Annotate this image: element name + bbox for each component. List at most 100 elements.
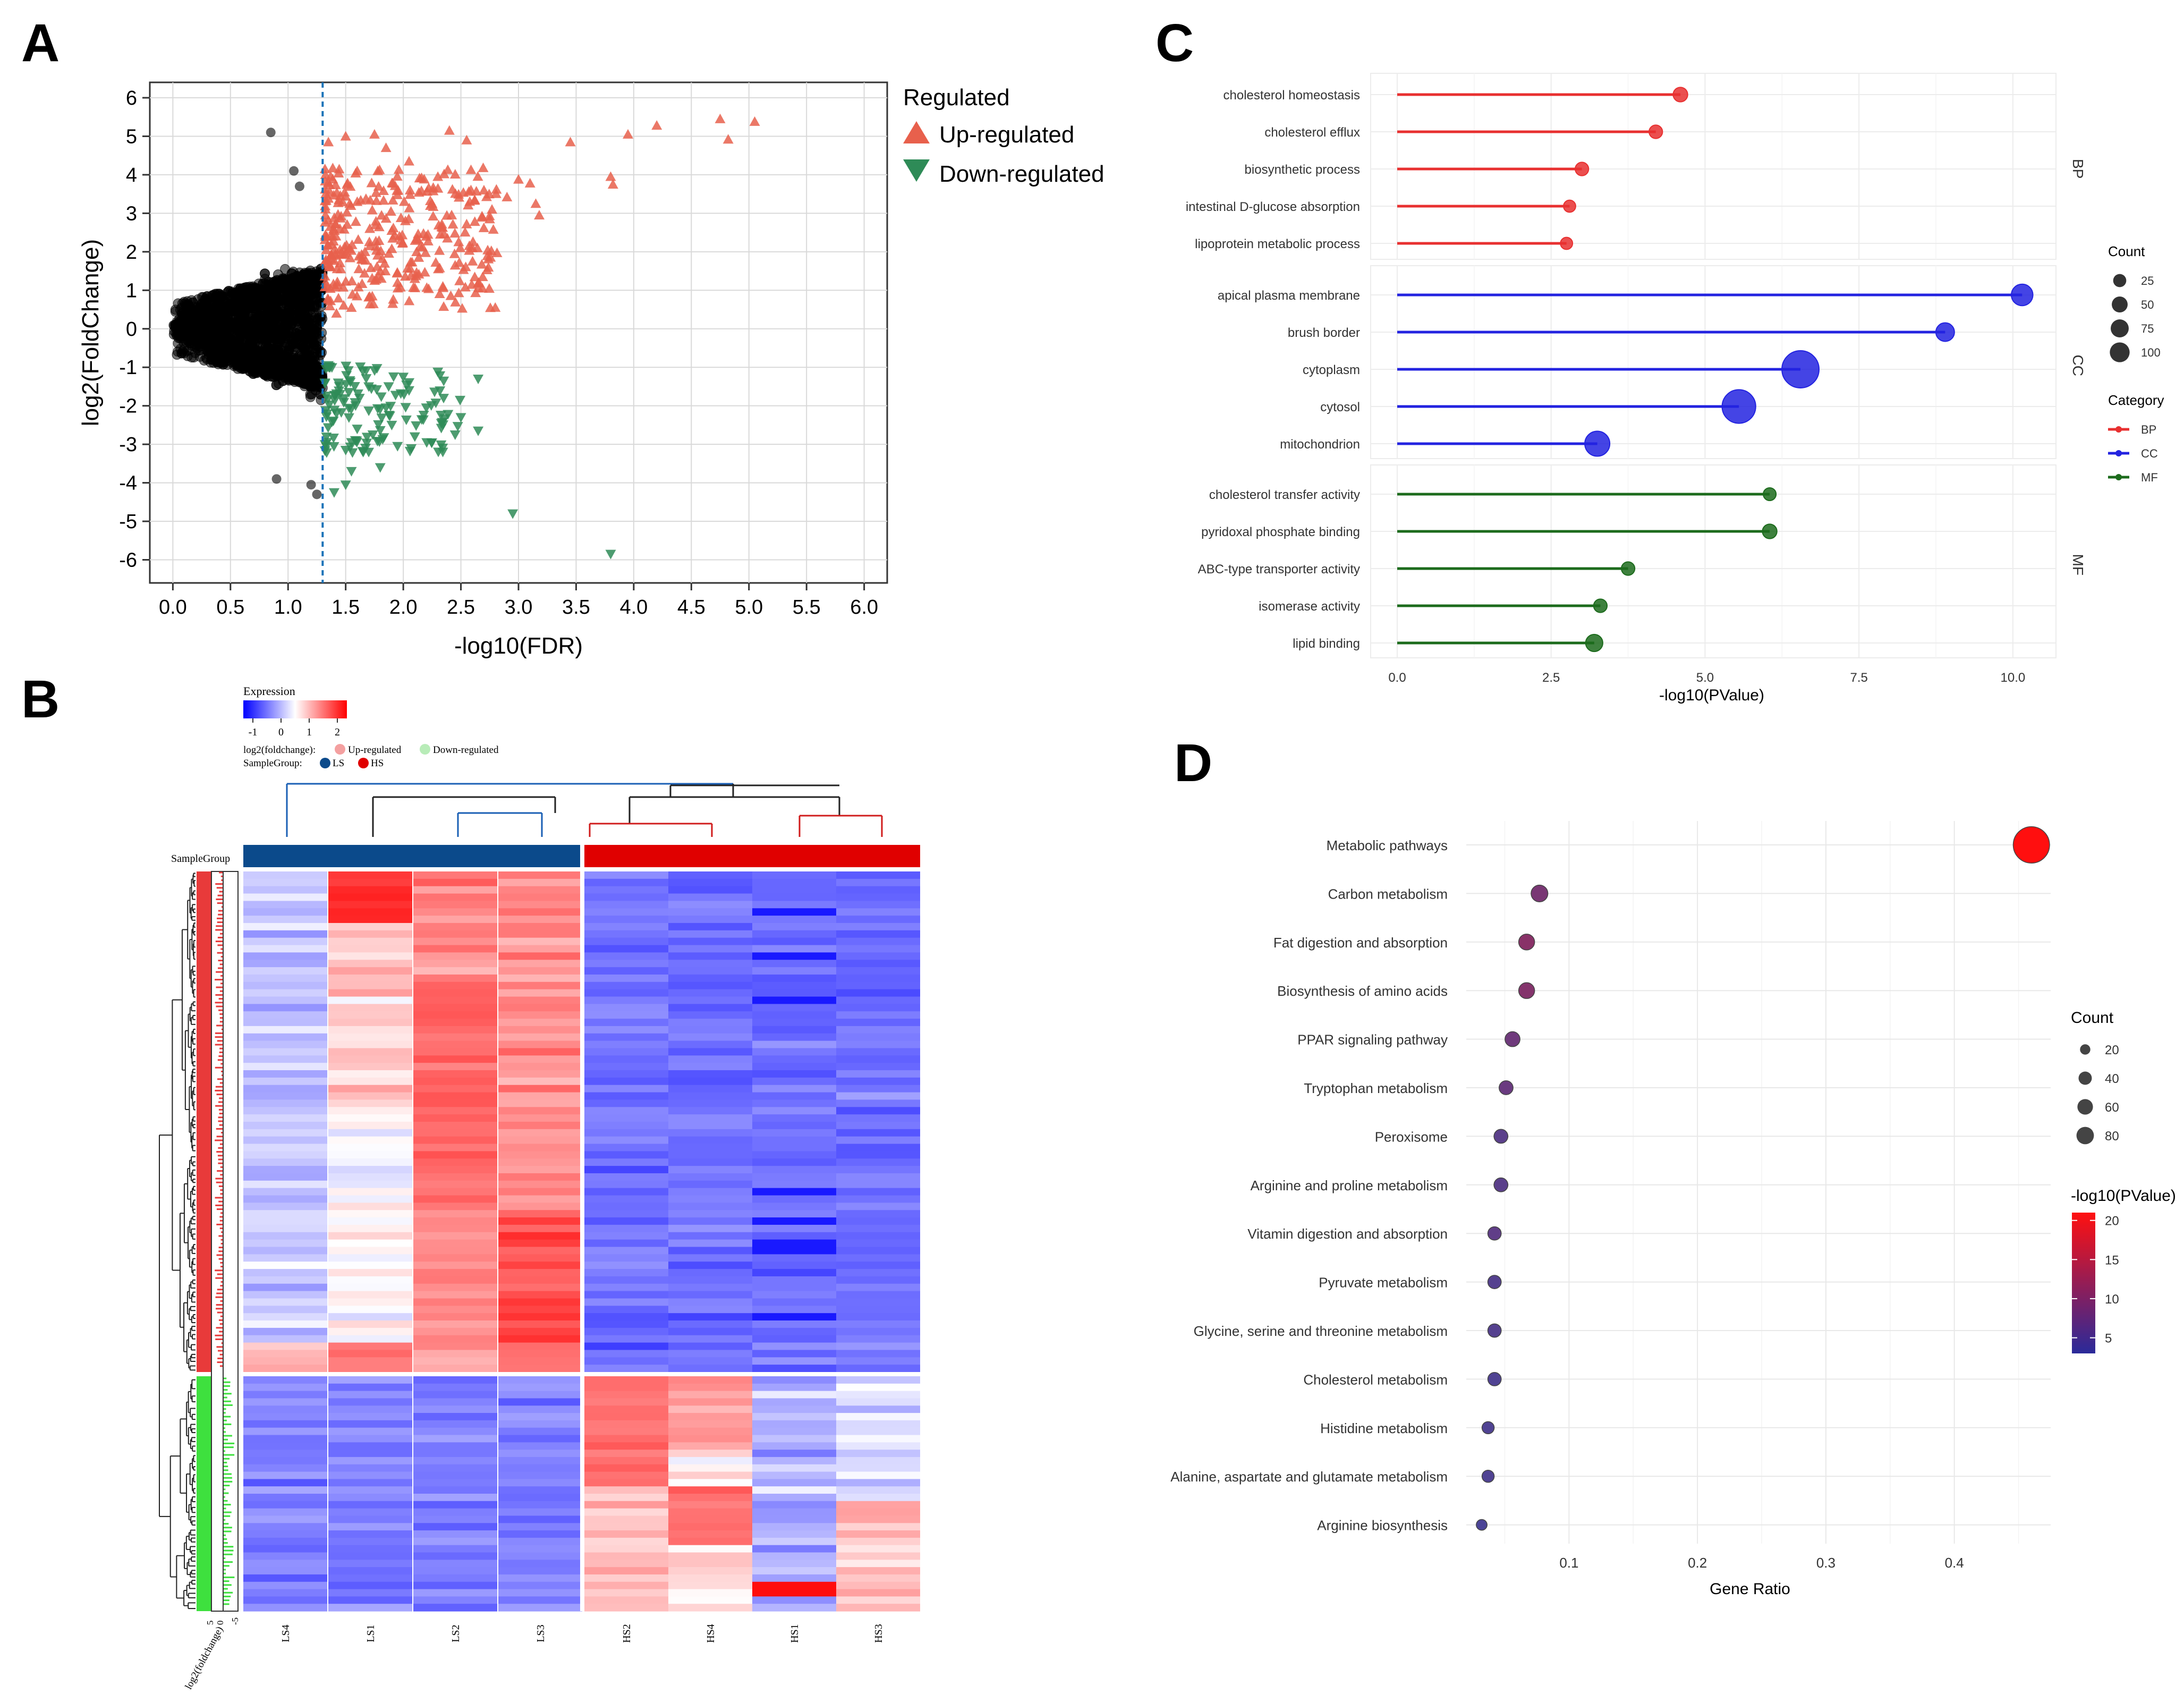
up-point xyxy=(410,282,421,292)
heatmap-cell xyxy=(328,886,412,894)
heatmap-cell xyxy=(243,1574,327,1582)
heatmap-cell xyxy=(328,1151,412,1159)
legend-ls-dot xyxy=(320,758,330,768)
up-point xyxy=(350,167,361,177)
kegg-term-label: Biosynthesis of amino acids xyxy=(1277,983,1448,999)
heatmap-cell xyxy=(498,1070,582,1078)
heatmap-cell xyxy=(752,1276,836,1284)
heatmap-cell xyxy=(498,1004,582,1012)
up-point xyxy=(341,207,352,217)
heatmap-cell xyxy=(584,901,668,909)
heatmap-cell xyxy=(752,952,836,960)
heatmap-cell xyxy=(328,1574,412,1582)
heatmap-cell xyxy=(836,916,920,924)
heatmap-cell xyxy=(752,886,836,894)
up-point xyxy=(436,218,447,228)
heatmap-cell xyxy=(243,1335,327,1343)
up-point xyxy=(415,241,426,251)
kegg-x-tick: 0.3 xyxy=(1816,1555,1835,1571)
down-point xyxy=(336,408,347,418)
heatmap-cell xyxy=(498,1413,582,1421)
heatmap-cell xyxy=(328,878,412,887)
go-lollipop-dot xyxy=(1563,199,1576,213)
heatmap-cell xyxy=(413,1574,497,1582)
heatmap-column-label: LS2 xyxy=(450,1624,462,1642)
heatmap-cell xyxy=(584,1077,668,1086)
down-point xyxy=(386,420,397,430)
heatmap-cell xyxy=(413,1283,497,1292)
down-point xyxy=(404,378,415,388)
heatmap-cell xyxy=(243,1158,327,1166)
heatmap-cell xyxy=(836,871,920,879)
up-point xyxy=(491,247,503,257)
heatmap-cell xyxy=(328,945,412,953)
heatmap-cell xyxy=(498,1327,582,1336)
heatmap-cell xyxy=(498,1239,582,1248)
heatmap-cell xyxy=(328,1210,412,1218)
heatmap-cell xyxy=(752,1357,836,1365)
heatmap-cell xyxy=(668,1004,752,1012)
heatmap-cell xyxy=(243,1560,327,1568)
heatmap-cell xyxy=(752,1180,836,1189)
heatmap-cell xyxy=(836,1269,920,1277)
up-point xyxy=(350,216,361,226)
heatmap-cell xyxy=(752,1099,836,1107)
heatmap-cell xyxy=(752,1151,836,1159)
heatmap-cell xyxy=(413,1604,497,1612)
heatmap-cell xyxy=(752,1063,836,1071)
heatmap-cell xyxy=(243,1195,327,1203)
volcano-x-tick: 1.0 xyxy=(274,596,302,619)
heatmap-cell xyxy=(752,1011,836,1019)
heatmap-column-label: HS3 xyxy=(873,1624,885,1643)
go-lollipop-dot xyxy=(1763,487,1777,502)
up-point xyxy=(483,262,494,272)
go-lollipop-dot xyxy=(1648,124,1663,139)
heatmap-cell xyxy=(752,1158,836,1166)
heatmap-cell xyxy=(836,1471,920,1479)
up-point xyxy=(386,243,397,253)
up-point xyxy=(449,169,461,179)
heatmap-cell xyxy=(498,1471,582,1479)
ns-point xyxy=(257,298,267,309)
ns-point xyxy=(287,283,298,293)
up-point xyxy=(473,277,484,287)
expression-color-scale xyxy=(243,700,347,718)
heatmap-cell xyxy=(498,1019,582,1027)
heatmap-cell xyxy=(584,1376,668,1384)
heatmap-cell xyxy=(584,1574,668,1582)
heatmap-cell xyxy=(498,1450,582,1458)
heatmap-cell xyxy=(836,1552,920,1560)
up-point xyxy=(430,257,441,267)
heatmap-cell xyxy=(752,1479,836,1487)
go-facet-label: CC xyxy=(2070,355,2086,376)
go-term-label: lipid binding xyxy=(1293,637,1360,651)
down-point xyxy=(351,438,362,448)
go-term-label: pyridoxal phosphate binding xyxy=(1201,525,1360,539)
heatmap-cell xyxy=(584,1261,668,1269)
down-point xyxy=(392,442,403,452)
kegg-term-label: Histidine metabolism xyxy=(1320,1420,1448,1436)
heatmap-cell xyxy=(243,1040,327,1049)
ns-point xyxy=(176,348,187,359)
heatmap-cell xyxy=(584,1195,668,1203)
up-point xyxy=(340,247,351,257)
heatmap-cell xyxy=(752,1210,836,1218)
heatmap-cell xyxy=(668,1026,752,1034)
heatmap-cell xyxy=(836,1158,920,1166)
go-lollipop-dot xyxy=(1620,561,1636,576)
heatmap-cell xyxy=(243,1055,327,1063)
heatmap-cell xyxy=(752,1129,836,1137)
heatmap-cell xyxy=(836,1420,920,1428)
ns-point xyxy=(261,370,271,380)
up-point xyxy=(483,283,495,293)
heatmap-cell xyxy=(836,1442,920,1450)
row-annotation-up-bar xyxy=(197,871,211,1372)
kegg-bubble xyxy=(1493,1129,1509,1144)
heatmap-cell xyxy=(498,967,582,975)
up-point xyxy=(469,216,480,226)
heatmap-cell xyxy=(584,1306,668,1314)
up-point xyxy=(322,240,334,250)
go-term-label: ABC-type transporter activity xyxy=(1198,562,1360,577)
kegg-color-legend-tick: 20 xyxy=(2105,1214,2119,1229)
down-point xyxy=(395,389,406,399)
